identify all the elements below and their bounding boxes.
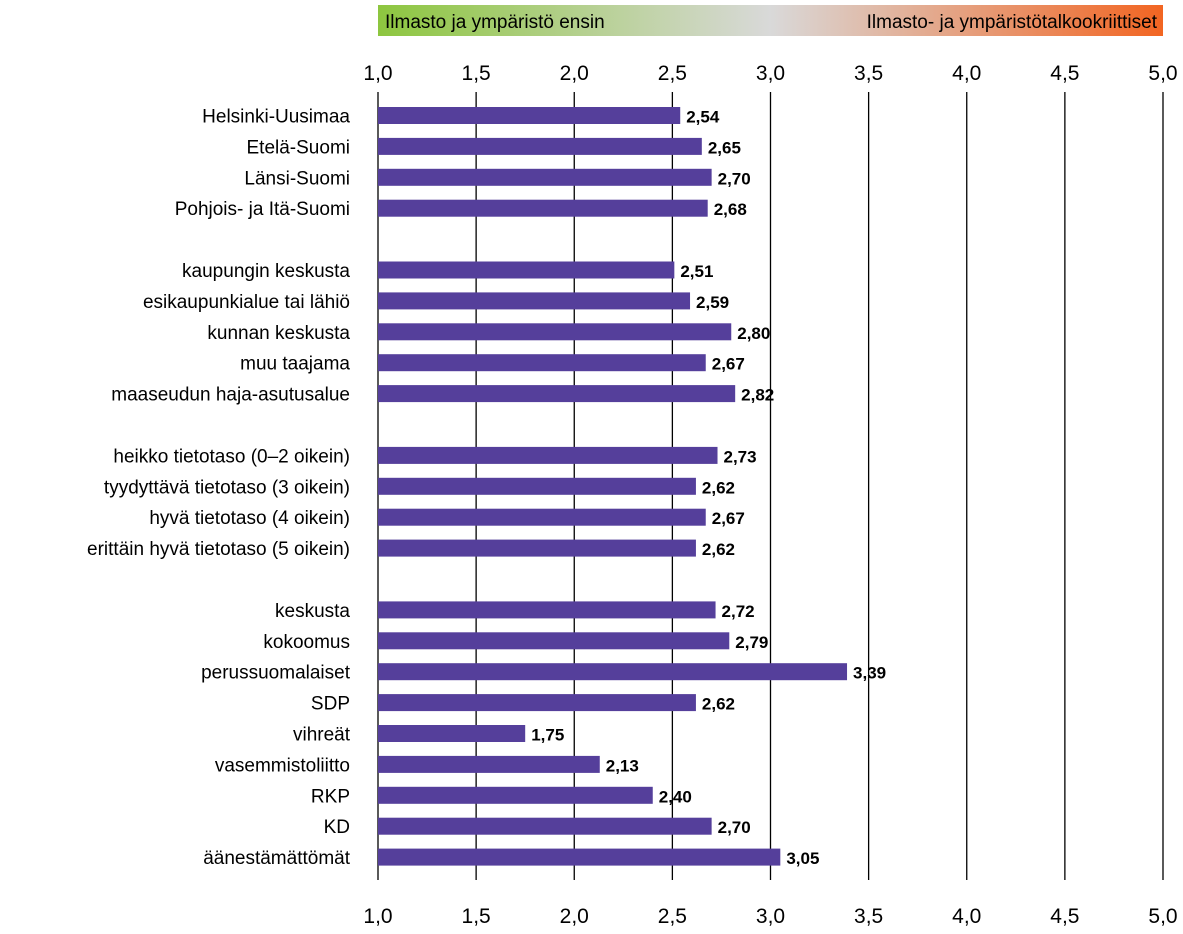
bar — [378, 725, 526, 742]
bar — [378, 261, 675, 279]
bar — [378, 477, 696, 495]
category-label: vihreät — [293, 725, 351, 746]
value-label: 2,72 — [722, 602, 755, 621]
top-axis-ticks: 1,0 1,5 2,0 2,5 3,0 3,5 4,0 4,5 5,0 — [363, 62, 1177, 85]
bar — [378, 817, 712, 835]
legend-gradient-bar — [378, 5, 1163, 36]
category-label: SDP — [311, 694, 350, 715]
category-label: esikaupunkialue tai lähiö — [143, 292, 350, 313]
x-tick-label-bottom: 2,5 — [658, 905, 687, 928]
x-tick-label-top: 4,5 — [1050, 62, 1079, 85]
category-label: Pohjois- ja Itä-Suomi — [175, 199, 350, 220]
value-label: 2,54 — [686, 108, 720, 127]
bar — [378, 385, 736, 403]
value-label: 2,73 — [724, 447, 757, 466]
category-labels: Helsinki-Uusimaa Etelä-Suomi Länsi-Suomi Po… — [87, 107, 351, 870]
bottom-axis-ticks: 1,0 1,5 2,0 2,5 3,0 3,5 4,0 4,5 5,0 — [363, 905, 1177, 928]
bar — [378, 694, 696, 712]
category-label: kokoomus — [263, 632, 350, 653]
x-tick-label-bottom: 1,5 — [462, 905, 491, 928]
bar — [378, 632, 730, 650]
value-label: 2,62 — [702, 478, 735, 497]
category-label: muu taajama — [240, 354, 350, 375]
x-tick-label-bottom: 3,5 — [854, 905, 883, 928]
value-label: 2,62 — [702, 540, 735, 559]
x-tick-label-bottom: 3,0 — [756, 905, 785, 928]
legend-left-label: Ilmasto ja ympäristö ensin — [385, 12, 605, 33]
bar — [378, 199, 708, 217]
category-label: RKP — [311, 786, 350, 807]
value-label: 2,67 — [712, 509, 745, 528]
value-label: 3,05 — [786, 849, 819, 868]
x-tick-label-top: 3,5 — [854, 62, 883, 85]
value-label: 2,51 — [680, 262, 713, 281]
bar — [378, 446, 718, 464]
category-label: heikko tietotaso (0–2 oikein) — [113, 446, 350, 467]
bar — [378, 786, 653, 804]
x-tick-label-bottom: 4,0 — [952, 905, 981, 928]
x-tick-label-top: 5,0 — [1148, 62, 1177, 85]
x-tick-label-top: 2,5 — [658, 62, 687, 85]
value-label: 2,70 — [718, 818, 751, 837]
value-label: 1,75 — [531, 726, 564, 745]
x-tick-label-top: 2,0 — [560, 62, 589, 85]
category-label: kunnan keskusta — [207, 323, 350, 344]
bars — [378, 107, 848, 866]
bar — [378, 848, 781, 866]
bar — [378, 755, 600, 773]
x-tick-label-bottom: 4,5 — [1050, 905, 1079, 928]
category-label: maaseudun haja-asutusalue — [111, 385, 350, 406]
bar — [378, 354, 706, 372]
category-label: Helsinki-Uusimaa — [202, 107, 350, 128]
value-label: 3,39 — [853, 664, 886, 683]
x-tick-label-bottom: 5,0 — [1148, 905, 1177, 928]
value-label: 2,80 — [737, 324, 770, 343]
bar — [378, 508, 706, 526]
value-label: 2,68 — [714, 200, 747, 219]
value-label: 2,70 — [718, 169, 751, 188]
category-label: kaupungin keskusta — [182, 261, 350, 282]
bar — [378, 292, 691, 310]
legend: Ilmasto ja ympäristö ensin Ilmasto- ja y… — [378, 5, 1163, 36]
category-label: Etelä-Suomi — [247, 137, 351, 158]
legend-right-label: Ilmasto- ja ympäristötalkookriittiset — [867, 12, 1158, 33]
x-tick-label-top: 1,5 — [462, 62, 491, 85]
value-label: 2,65 — [708, 138, 741, 157]
value-label: 2,13 — [606, 756, 639, 775]
value-label: 2,40 — [659, 787, 692, 806]
x-tick-label-top: 1,0 — [363, 62, 392, 85]
category-label: tyydyttävä tietotaso (3 oikein) — [104, 477, 350, 498]
category-label: äänestämättömät — [203, 848, 351, 869]
x-tick-label-bottom: 1,0 — [363, 905, 392, 928]
value-labels: 2,54 2,65 2,70 2,68 2,51 2,59 2,80 2,67 2,82 2,73… — [531, 108, 886, 869]
category-label: keskusta — [275, 601, 350, 622]
value-label: 2,59 — [696, 293, 729, 312]
bar — [378, 323, 732, 341]
category-label: erittäin hyvä tietotaso (5 oikein) — [87, 539, 350, 560]
bar — [378, 107, 681, 124]
bar — [378, 168, 712, 186]
category-label: Länsi-Suomi — [244, 168, 350, 189]
bar — [378, 663, 848, 681]
category-label: KD — [324, 817, 350, 838]
bar — [378, 137, 702, 155]
category-label: perussuomalaiset — [201, 663, 351, 684]
value-label: 2,79 — [735, 633, 768, 652]
value-label: 2,62 — [702, 695, 735, 714]
x-tick-label-top: 4,0 — [952, 62, 981, 85]
bar — [378, 601, 716, 619]
category-label: vasemmistoliitto — [215, 755, 350, 776]
x-tick-label-bottom: 2,0 — [560, 905, 589, 928]
value-label: 2,67 — [712, 355, 745, 374]
value-label: 2,82 — [741, 386, 774, 405]
x-tick-label-top: 3,0 — [756, 62, 785, 85]
category-label: hyvä tietotaso (4 oikein) — [149, 508, 350, 529]
bar — [378, 539, 696, 557]
